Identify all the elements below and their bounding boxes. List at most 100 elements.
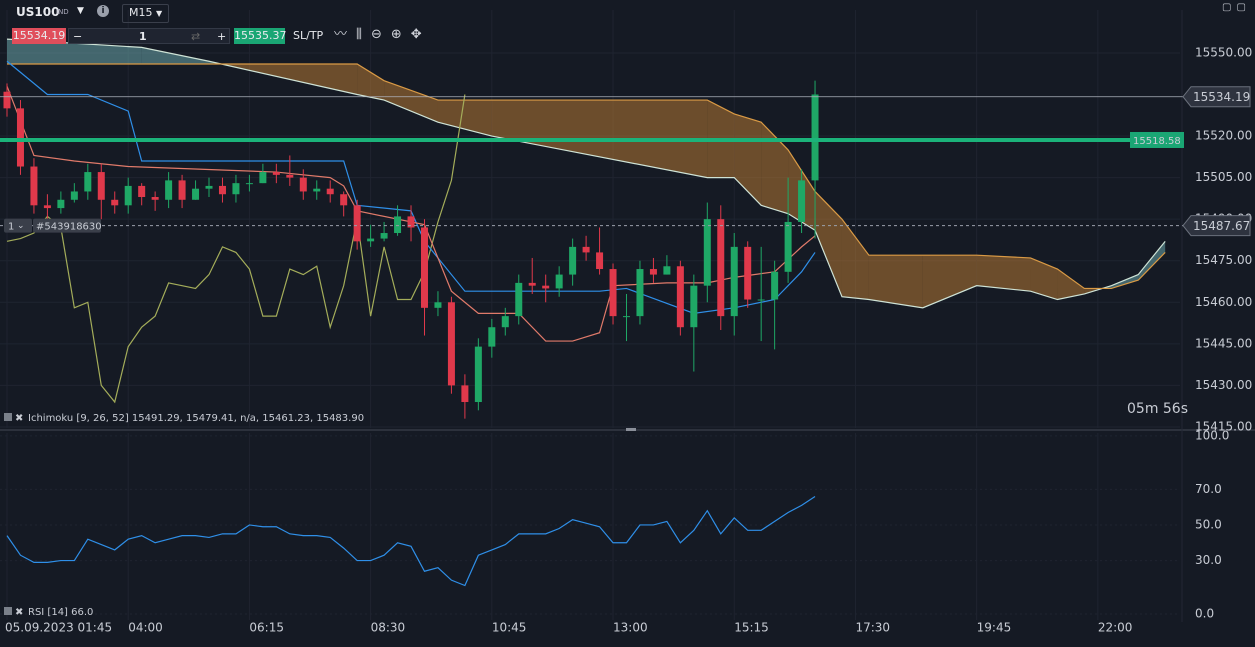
countdown: 05m 56s	[1127, 401, 1188, 417]
candle-body	[609, 269, 617, 317]
y-tick-label: 0.0	[1195, 606, 1214, 620]
position-price-tag	[1182, 215, 1251, 237]
y-tick-label: 15520.00	[1195, 129, 1252, 143]
quantity-box: − 1 ⇄ +	[68, 28, 230, 44]
indicator-icon	[4, 413, 12, 421]
x-tick-label: 15:15	[734, 621, 769, 635]
quantity[interactable]: 1	[139, 30, 147, 43]
candle-body	[447, 302, 455, 386]
candle-body	[286, 174, 294, 178]
candle-body	[649, 269, 657, 275]
buy-button[interactable]: 15535.37	[234, 28, 287, 44]
candle-body	[596, 252, 604, 270]
x-tick-label: 05.09.2023 01:45	[5, 621, 112, 635]
price-pane	[0, 10, 1180, 430]
cloud	[922, 255, 977, 308]
candle-body	[259, 172, 267, 184]
candle-body	[394, 216, 402, 234]
y-tick-label: 15550.00	[1195, 45, 1252, 59]
cloud	[141, 47, 210, 65]
current-price-tag	[1182, 86, 1251, 108]
candle-body	[326, 188, 334, 195]
y-tick-label: 100.0	[1195, 428, 1229, 442]
x-tick-label: 06:15	[249, 621, 284, 635]
x-tick-label: 13:00	[613, 621, 648, 635]
order-tag	[1130, 131, 1184, 148]
candle-body	[353, 205, 361, 242]
chart-tools[interactable]: 〰⫼⊖⊕✥	[334, 27, 431, 42]
candle-body	[784, 221, 792, 272]
timeframe: M15	[129, 6, 153, 19]
x-tick-label: 22:00	[1098, 621, 1133, 635]
cloud	[841, 219, 869, 300]
candle-body	[744, 246, 752, 300]
chikou-line	[6, 94, 466, 404]
rsi-line	[6, 495, 816, 587]
dropdown-arrow: ▼	[156, 9, 163, 18]
candle-body	[771, 271, 779, 300]
candle-body	[151, 197, 159, 200]
symbol[interactable]: US100	[16, 5, 60, 19]
sell-button[interactable]: 15534.19	[12, 28, 66, 44]
symbol-dropdown[interactable]: ▼	[77, 6, 84, 16]
candle-body	[57, 199, 65, 209]
candle-body	[111, 199, 119, 206]
cloud	[357, 64, 385, 101]
sltp-button[interactable]: SL/TP	[293, 29, 324, 42]
y-tick-label: 15430.00	[1195, 378, 1252, 392]
x-tick-label: 19:45	[977, 621, 1012, 635]
position-quantity: 1	[8, 222, 14, 233]
y-tick-label: 15415.00	[1195, 419, 1252, 433]
ichimoku-legend: Ichimoku [9, 26, 52] 15491.29, 15479.41,…	[28, 413, 364, 424]
y-tick-label: 70.0	[1195, 482, 1222, 496]
candle-body	[515, 282, 523, 317]
cloud	[1030, 257, 1058, 300]
info-icon[interactable]: i	[97, 5, 109, 17]
x-tick-label: 10:45	[492, 621, 527, 635]
y-tick-label: 15505.00	[1195, 170, 1252, 184]
candle-body	[3, 91, 11, 109]
candle-body	[798, 180, 806, 222]
cloud	[815, 191, 842, 297]
x-tick-label: 04:00	[128, 621, 163, 635]
position-quantity-box	[4, 218, 32, 233]
candle-body	[501, 316, 509, 328]
indicator-close: ✖	[15, 607, 23, 618]
candle-body	[30, 166, 38, 206]
plus-button[interactable]: +	[217, 30, 227, 43]
candle-body	[690, 285, 698, 328]
timeframe-select[interactable]: M15 ▼	[122, 4, 170, 23]
minus-button[interactable]: −	[73, 30, 83, 43]
candle-body	[192, 188, 200, 200]
cloud	[1111, 274, 1139, 289]
candle-body	[461, 385, 469, 403]
candle-body	[218, 185, 226, 195]
candle-body	[232, 183, 240, 195]
candle-body	[124, 185, 132, 206]
candle-body	[299, 177, 307, 192]
candle-body	[622, 316, 630, 318]
candle-body	[313, 188, 321, 192]
swap-icon[interactable]: ⇄	[191, 30, 201, 43]
window-controls[interactable]: ▢▢	[1222, 2, 1251, 13]
y-tick-label: 30.0	[1195, 553, 1222, 567]
order-label: 15518.58	[1133, 136, 1181, 147]
candle-body	[474, 346, 482, 403]
candle-body	[340, 194, 348, 206]
candle-body	[676, 266, 684, 328]
candle-body	[407, 216, 415, 228]
candle-body	[555, 274, 563, 289]
cloud	[437, 100, 492, 137]
y-tick-label: 15475.00	[1195, 253, 1252, 267]
symbol-type: IND	[56, 8, 69, 16]
candle-body	[569, 246, 577, 275]
position-ticket: #543918630	[36, 222, 102, 233]
cloud	[384, 80, 438, 123]
x-tick-label: 17:30	[855, 621, 890, 635]
candle-body	[43, 205, 51, 209]
candle-body	[717, 219, 725, 317]
y-tick-label: 15445.00	[1195, 336, 1252, 350]
candle-body	[420, 227, 428, 308]
position-chevron: ⌄	[17, 221, 25, 231]
